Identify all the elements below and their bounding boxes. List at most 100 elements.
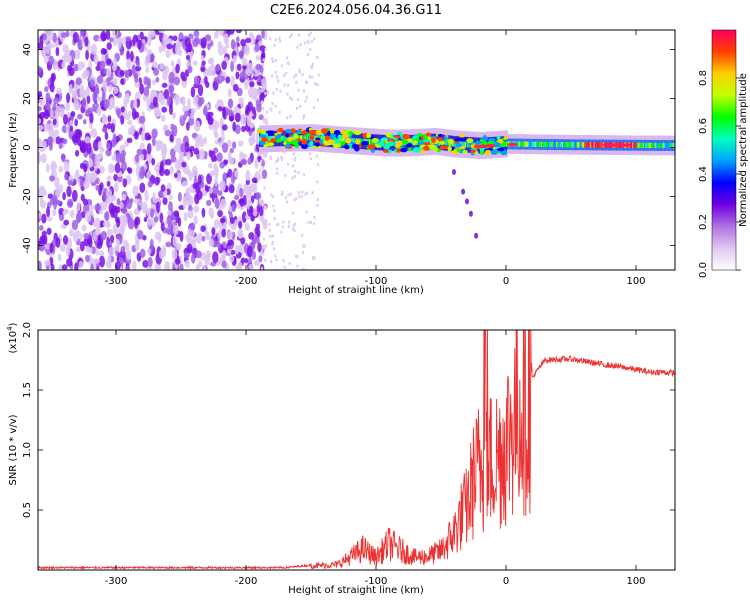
heatmap-cell <box>58 142 63 149</box>
heatmap-cell <box>558 141 561 148</box>
heatmap-cell <box>75 168 80 178</box>
y-tick-label: -40 <box>22 237 33 253</box>
heatmap-cell <box>71 134 79 144</box>
heatmap-cell <box>154 176 160 186</box>
heatmap-cell <box>49 82 55 93</box>
x-tick-label: -100 <box>365 576 388 587</box>
heatmap-cell <box>248 232 255 240</box>
heatmap-cell <box>271 74 274 78</box>
heatmap-cell <box>262 252 265 256</box>
heatmap-cell <box>171 248 178 260</box>
heatmap-cell <box>244 109 250 116</box>
heatmap-cell <box>108 84 113 93</box>
heatmap-cell <box>182 115 187 121</box>
heatmap-cell <box>272 60 275 64</box>
heatmap-cell <box>50 160 57 173</box>
heatmap-cell <box>394 135 401 139</box>
heatmap-cell <box>183 252 190 259</box>
heatmap-cell <box>193 120 201 132</box>
heatmap-cell <box>305 210 308 214</box>
heatmap-cell <box>234 219 239 225</box>
heatmap-cell <box>59 107 65 119</box>
heatmap-cell <box>66 92 71 103</box>
heatmap-cell <box>115 239 120 249</box>
heatmap-cell <box>154 263 160 270</box>
heatmap-cell <box>251 250 257 261</box>
heatmap-cell <box>296 264 299 268</box>
heatmap-cell <box>329 136 332 142</box>
heatmap-cell <box>173 210 179 217</box>
heatmap-cell <box>309 135 315 141</box>
heatmap-cell <box>295 197 298 201</box>
heatmap-cell <box>193 147 200 155</box>
x-tick-label: -200 <box>235 276 258 287</box>
heatmap-cell <box>120 78 125 85</box>
heatmap-cell <box>228 30 235 35</box>
heatmap-cell <box>109 196 114 204</box>
heatmap-cell <box>85 254 90 263</box>
heatmap-cell <box>139 248 146 258</box>
heatmap-cell <box>147 256 153 268</box>
heatmap-cell <box>546 141 549 148</box>
heatmap-cell <box>309 220 312 224</box>
heatmap-cell <box>89 79 95 88</box>
heatmap-cell <box>68 228 74 237</box>
heatmap-cell <box>67 179 73 186</box>
heatmap-cell <box>190 86 196 98</box>
heatmap-cell <box>271 102 274 105</box>
y-tick-label: 40 <box>22 43 33 56</box>
heatmap-cell <box>137 229 144 240</box>
heatmap-cell <box>38 152 41 164</box>
heatmap-cell <box>172 35 178 42</box>
heatmap-cell <box>174 43 181 56</box>
heatmap-cell <box>600 142 603 148</box>
heatmap-cell <box>214 177 219 187</box>
heatmap-cell <box>407 138 414 142</box>
heatmap-cell <box>303 244 306 248</box>
heatmap-cell <box>285 135 289 141</box>
heatmap-cell <box>105 197 111 205</box>
heatmap-cell <box>123 69 130 76</box>
heatmap-cell <box>100 230 108 241</box>
heatmap-cell <box>298 68 301 72</box>
heatmap-cell <box>165 241 172 248</box>
heatmap-cell <box>294 254 298 258</box>
heatmap-cell <box>152 96 158 108</box>
heatmap-cell <box>425 132 432 138</box>
heatmap-cell <box>133 208 139 215</box>
heatmap-cell <box>99 182 104 191</box>
heatmap-cell <box>670 142 673 149</box>
heatmap-cell <box>638 142 641 148</box>
heatmap-cell <box>101 127 108 133</box>
heatmap-cell <box>43 123 50 132</box>
heatmap-cell <box>65 100 70 112</box>
heatmap-cell <box>423 134 428 141</box>
heatmap-cell <box>633 142 636 148</box>
heatmap-cell <box>168 194 173 201</box>
heatmap-cell <box>228 156 235 165</box>
heatmap-cell <box>249 183 256 192</box>
top-x-axis: -300 -200 -100 0 100 <box>105 30 646 287</box>
heatmap-cell <box>555 141 558 148</box>
heatmap-cell <box>125 249 132 261</box>
heatmap-cell <box>123 98 128 108</box>
heatmap-cell <box>394 140 397 146</box>
heatmap-cell <box>84 136 91 144</box>
heatmap-cell <box>128 126 135 135</box>
heatmap-cell <box>93 258 101 264</box>
heatmap-cell <box>172 224 179 236</box>
heatmap-cell <box>276 133 282 139</box>
heatmap-cell <box>469 142 472 148</box>
heatmap-cell <box>46 206 51 218</box>
heatmap-cell <box>230 39 236 50</box>
heatmap-cell <box>470 149 476 154</box>
heatmap-cell <box>620 143 631 147</box>
heatmap-cell <box>126 50 131 61</box>
heatmap-cell <box>85 86 90 99</box>
heatmap-cell <box>269 234 272 238</box>
heatmap-cell <box>217 209 223 218</box>
heatmap-cell <box>187 43 193 53</box>
heatmap-cell <box>107 115 112 123</box>
heatmap-cell <box>273 209 276 213</box>
heatmap-cell <box>82 198 89 206</box>
